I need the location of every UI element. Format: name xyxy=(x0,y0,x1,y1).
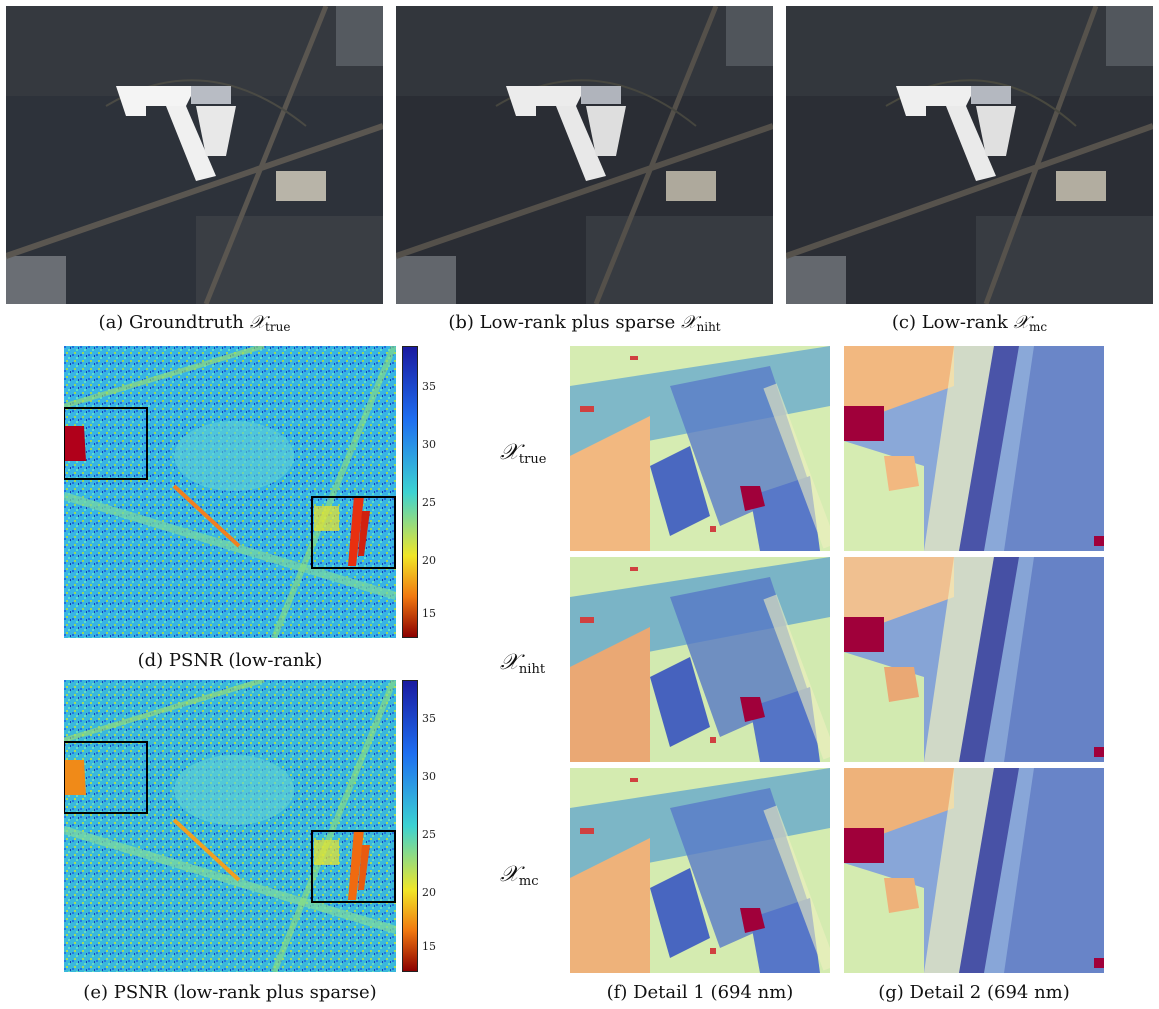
psnr-lowrank-colorbar xyxy=(402,346,418,638)
niht-image xyxy=(396,6,773,304)
row-label-niht: 𝒳niht xyxy=(500,650,545,677)
detail1-true-svg xyxy=(570,346,830,551)
groundtruth-image xyxy=(6,6,383,304)
groundtruth-aerial-svg xyxy=(6,6,383,304)
detail1-mc xyxy=(570,768,830,973)
caption-b-symbol: 𝒳 xyxy=(681,312,697,333)
detail1-niht xyxy=(570,557,830,762)
psnr-lowrank-map xyxy=(64,346,396,638)
caption-a-subscript: true xyxy=(265,320,291,334)
row-label-mc-symbol: 𝒳 xyxy=(500,862,519,887)
caption-c-subscript: mc xyxy=(1029,320,1048,334)
detail1-niht-svg xyxy=(570,557,830,762)
colorbar-d-tick-25: 25 xyxy=(422,496,436,509)
caption-b-text: (b) Low-rank plus sparse xyxy=(448,312,682,333)
row-label-true: 𝒳true xyxy=(500,440,546,467)
caption-a: (a) Groundtruth 𝒳true xyxy=(6,312,383,334)
detail2-true xyxy=(844,346,1104,551)
row-label-mc: 𝒳mc xyxy=(500,862,539,889)
colorbar-e-tick-35: 35 xyxy=(422,712,436,725)
row-label-true-symbol: 𝒳 xyxy=(500,440,519,465)
detail2-mc-svg xyxy=(844,768,1104,973)
row-label-mc-subscript: mc xyxy=(518,874,539,889)
psnr-lowrank-sparse-colorbar xyxy=(402,680,418,972)
caption-a-text: (a) Groundtruth xyxy=(98,312,250,333)
psnr-lowrank-svg xyxy=(64,346,396,638)
detail2-mc xyxy=(844,768,1104,973)
psnr-lowrank-sparse-map xyxy=(64,680,396,972)
niht-aerial-svg xyxy=(396,6,773,304)
mc-aerial-svg xyxy=(786,6,1153,304)
row-label-true-subscript: true xyxy=(518,452,547,467)
caption-e: (e) PSNR (low-rank plus sparse) xyxy=(83,982,377,1003)
colorbar-d-tick-30: 30 xyxy=(422,438,436,451)
colorbar-e-tick-20: 20 xyxy=(422,886,436,899)
detail1-mc-svg xyxy=(570,768,830,973)
psnr-lowrank-sparse-svg xyxy=(64,680,396,972)
colorbar-d-tick-15: 15 xyxy=(422,607,436,620)
caption-f: (f) Detail 1 (694 nm) xyxy=(606,982,794,1003)
row-label-niht-subscript: niht xyxy=(518,662,546,677)
caption-a-symbol: 𝒳 xyxy=(249,312,266,333)
caption-g: (g) Detail 2 (694 nm) xyxy=(878,982,1070,1003)
detail2-true-svg xyxy=(844,346,1104,551)
caption-c-symbol: 𝒳 xyxy=(1013,312,1030,333)
caption-c: (c) Low-rank 𝒳mc xyxy=(786,312,1153,334)
colorbar-d-tick-20: 20 xyxy=(422,554,436,567)
caption-b: (b) Low-rank plus sparse 𝒳niht xyxy=(396,312,773,334)
caption-b-subscript: niht xyxy=(696,320,721,334)
caption-c-text: (c) Low-rank xyxy=(891,312,1014,333)
detail1-true xyxy=(570,346,830,551)
detail2-niht xyxy=(844,557,1104,762)
row-label-niht-symbol: 𝒳 xyxy=(500,650,519,675)
colorbar-e-tick-25: 25 xyxy=(422,828,436,841)
mc-image xyxy=(786,6,1153,304)
colorbar-d-tick-35: 35 xyxy=(422,380,436,393)
detail2-niht-svg xyxy=(844,557,1104,762)
colorbar-e-tick-15: 15 xyxy=(422,940,436,953)
colorbar-e-tick-30: 30 xyxy=(422,770,436,783)
caption-d: (d) PSNR (low-rank) xyxy=(137,650,323,671)
